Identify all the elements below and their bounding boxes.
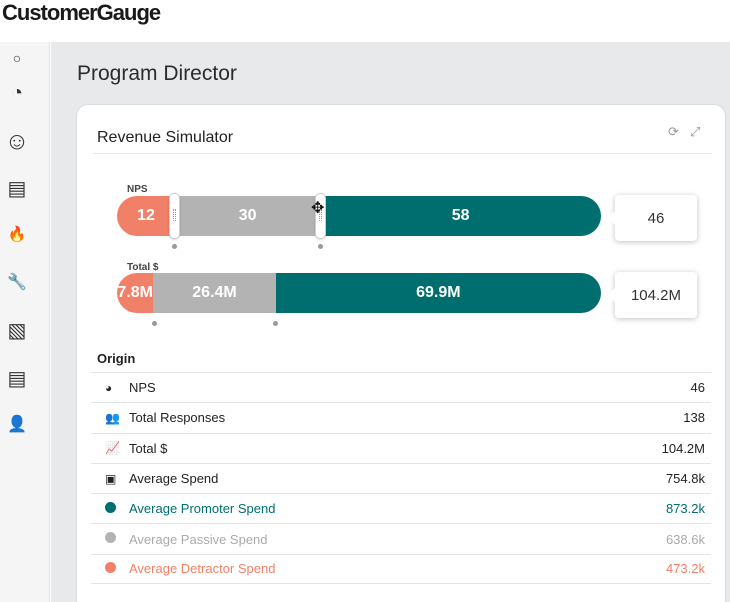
row-value: 638.6k: [665, 531, 705, 547]
gauge-icon[interactable]: ◔: [10, 82, 24, 104]
circle-icon[interactable]: ○: [12, 50, 22, 66]
card-divider: [93, 153, 711, 154]
nps-passive-segment: 30: [175, 196, 321, 236]
nps-passive-handle[interactable]: [315, 193, 326, 239]
row-label: Total Responses: [129, 410, 226, 426]
nps-result-box: 46: [608, 195, 697, 241]
expand-icon[interactable]: ⤢: [690, 124, 701, 139]
main-content: Program Director Revenue Simulator ⟳ ⤢ N…: [51, 42, 730, 602]
row-label: Average Detractor Spend: [129, 561, 276, 577]
nps-bar-label: NPS: [127, 184, 148, 195]
row-value: 473.2k: [665, 561, 705, 577]
nps-detractor-segment: 12: [117, 196, 176, 236]
origin-row-promoter-spend: Average Promoter Spend 873.2k: [91, 493, 711, 523]
row-value: 873.2k: [665, 501, 705, 517]
line-chart-icon: 📈: [105, 441, 120, 456]
origin-row-detractor-spend: Average Detractor Spend 473.2k: [91, 553, 711, 585]
origin-row-average-spend: ▣ Average Spend 754.8k: [91, 462, 711, 493]
origin-table: ◕ NPS 46 👥 Total Responses 138 📈 Total $…: [91, 372, 711, 585]
nps-handle-dot: [172, 244, 177, 249]
gauge-icon: ◕: [105, 380, 113, 395]
row-label: Total $: [129, 440, 168, 456]
nps-promoter-segment: 58: [320, 196, 601, 236]
origin-row-passive-spend: Average Passive Spend 638.6k: [91, 523, 711, 553]
detractor-dot-icon: [105, 561, 116, 573]
users-icon: 👥: [105, 410, 120, 425]
report-icon[interactable]: ▤: [7, 368, 27, 390]
total-handle-dot: [152, 321, 157, 326]
user-icon[interactable]: 👤: [7, 416, 27, 433]
origin-row-total-dollars: 📈 Total $ 104.2M: [91, 432, 711, 463]
total-bar-label: Total $: [127, 262, 159, 273]
revenue-simulator-card: Revenue Simulator ⟳ ⤢ NPS 12 30 58 ✥ 46 …: [76, 104, 726, 602]
total-result-box: 104.2M: [608, 272, 697, 318]
origin-row-total-responses: 👥 Total Responses 138: [91, 402, 711, 432]
flame-icon[interactable]: 🔥: [7, 226, 27, 243]
row-value: 46: [690, 380, 705, 396]
total-revenue-bar[interactable]: 7.8M 26.4M 69.9M: [117, 273, 601, 313]
page-title: Program Director: [77, 62, 237, 85]
row-value: 138: [683, 410, 705, 426]
money-icon: ▣: [105, 471, 117, 486]
origin-title: Origin: [97, 351, 136, 366]
move-cursor-icon: ✥: [311, 200, 325, 217]
total-detractor-segment: 7.8M: [117, 273, 154, 313]
row-label: Average Passive Spend: [129, 531, 268, 547]
card-title: Revenue Simulator: [97, 129, 234, 146]
origin-row-nps: ◕ NPS 46: [91, 372, 711, 402]
document-icon[interactable]: ▤: [7, 178, 27, 200]
passive-dot-icon: [105, 532, 116, 544]
promoter-dot-icon: [105, 501, 116, 513]
image-icon[interactable]: ▧: [7, 320, 27, 342]
row-label: Average Spend: [129, 471, 219, 487]
nps-bar[interactable]: 12 30 58: [117, 196, 601, 236]
total-handle-dot: [273, 321, 278, 326]
nps-handle-dot: [318, 244, 323, 249]
row-label: Average Promoter Spend: [129, 501, 276, 517]
row-label: NPS: [129, 380, 156, 396]
customergauge-logo[interactable]: CustomerGauge: [2, 0, 161, 25]
smiley-icon[interactable]: ☺: [4, 128, 30, 155]
top-bar: CustomerGauge: [0, 0, 730, 42]
total-promoter-segment: 69.9M: [275, 273, 601, 313]
row-value: 754.8k: [665, 471, 705, 487]
row-value: 104.2M: [661, 440, 705, 456]
total-passive-segment: 26.4M: [153, 273, 276, 313]
refresh-icon[interactable]: ⟳: [668, 124, 679, 139]
nps-detractor-handle[interactable]: [169, 193, 180, 239]
sidebar: ○ ◔ ☺ ▤ 🔥 🔧 ▧ ▤ 👤: [0, 42, 50, 602]
wrench-icon[interactable]: 🔧: [7, 274, 27, 291]
